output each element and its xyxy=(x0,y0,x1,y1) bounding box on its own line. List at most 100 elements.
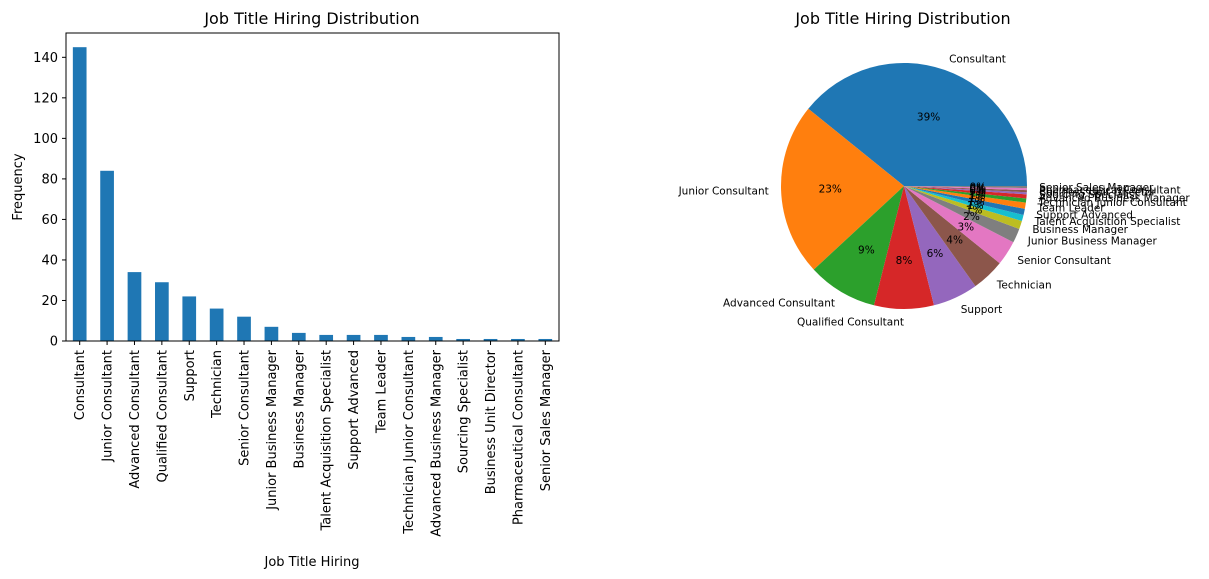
bar-chart-title: Job Title Hiring Distribution xyxy=(203,9,419,28)
pie-percent-label: 1% xyxy=(969,190,986,202)
y-tick-label: 60 xyxy=(41,213,58,228)
bar-consultant xyxy=(72,47,87,342)
bar-support xyxy=(182,296,197,341)
bar-advanced-consultant xyxy=(127,272,142,341)
y-tick-label: 140 xyxy=(33,51,58,66)
pie-percent-label: 1% xyxy=(969,187,986,199)
x-tick-label: Team Leader xyxy=(374,349,389,434)
y-tick-label: 80 xyxy=(41,172,58,187)
x-tick-label: Junior Consultant xyxy=(101,350,116,463)
bar-qualified-consultant xyxy=(155,282,169,341)
pie-slice-technician xyxy=(904,186,1000,287)
pie-label-consultant: Consultant xyxy=(949,53,1006,65)
pie-slice-sourcing-specialist xyxy=(904,186,1027,195)
pie-slice-team-leader xyxy=(904,186,1026,209)
bar-senior-sales-manager xyxy=(538,338,553,341)
pie-percent-label: 0% xyxy=(969,183,986,195)
pie-slice-business-manager xyxy=(904,186,1022,229)
pie-label-technician-junior-consultant: Technician Junior Consultant xyxy=(1037,197,1186,209)
bar-junior-business-manager xyxy=(264,326,279,341)
x-tick-label: Junior Business Manager xyxy=(265,349,280,510)
y-tick-label: 40 xyxy=(41,253,58,268)
pie-label-technician: Technician xyxy=(996,279,1052,291)
pie-percent-label: 9% xyxy=(858,244,875,256)
pie-slice-support xyxy=(904,186,976,306)
pie-slice-talent-acquisition-specialist xyxy=(904,186,1024,222)
x-tick-label: Pharmaceutical Consultant xyxy=(511,350,526,525)
bar-support-advanced xyxy=(346,334,361,341)
pie-slice-junior-consultant xyxy=(781,108,904,270)
y-tick-label: 120 xyxy=(33,91,58,106)
pie-slice-business-unit-director xyxy=(904,186,1027,193)
x-tick-label: Business Manager xyxy=(292,349,307,468)
pie-label-business-unit-director: Business Unit Director xyxy=(1039,187,1156,199)
pie-percent-label: 6% xyxy=(927,248,944,260)
pie-label-talent-acquisition-specialist: Talent Acquisition Specialist xyxy=(1034,216,1181,228)
x-tick-label: Advanced Consultant xyxy=(128,350,143,489)
pie-slice-junior-business-manager xyxy=(904,186,1020,243)
pie-slice-senior-sales-manager xyxy=(904,186,1027,189)
pie-percent-label: 1% xyxy=(967,200,984,212)
pie-label-business-manager: Business Manager xyxy=(1032,224,1128,236)
pie-percent-label: 8% xyxy=(896,255,913,267)
x-tick-label: Advanced Business Manager xyxy=(429,349,444,536)
bar-chart-y-axis-label: Frequency xyxy=(11,153,26,220)
x-tick-label: Qualified Consultant xyxy=(155,350,170,483)
pie-label-junior-business-manager: Junior Business Manager xyxy=(1027,236,1158,248)
pie-label-sourcing-specialist: Sourcing Specialist xyxy=(1039,189,1139,201)
pie-slice-advanced-business-manager xyxy=(904,186,1027,199)
pie-percent-label: 0% xyxy=(969,184,986,196)
x-tick-label: Support xyxy=(183,350,198,401)
bar-technician xyxy=(209,308,224,341)
bar-pharmaceutical-consultant xyxy=(511,338,525,341)
bar-chart-frame xyxy=(65,32,560,342)
bar-sourcing-specialist xyxy=(456,338,470,341)
pie-percent-label: 1% xyxy=(969,193,986,205)
x-tick-label: Support Advanced xyxy=(347,350,362,470)
pie-label-advanced-business-manager: Advanced Business Manager xyxy=(1039,192,1191,204)
bar-business-unit-director xyxy=(483,338,498,341)
pie-label-junior-consultant: Junior Consultant xyxy=(678,186,769,198)
pie-percent-label: 39% xyxy=(917,111,940,123)
pie-slice-qualified-consultant xyxy=(874,186,934,309)
pie-label-senior-consultant: Senior Consultant xyxy=(1017,255,1111,267)
pie-chart: Job Title Hiring Distribution Consultant… xyxy=(678,9,1191,328)
pie-label-team-leader: Team Leader xyxy=(1037,203,1106,215)
pie-label-senior-sales-manager: Senior Sales Manager xyxy=(1039,182,1154,194)
pie-percent-label: 23% xyxy=(819,184,842,196)
pie-slice-advanced-consultant xyxy=(813,186,904,306)
bar-advanced-business-manager xyxy=(428,336,443,341)
x-tick-label: Sourcing Specialist xyxy=(457,350,472,473)
y-tick-label: 100 xyxy=(33,132,58,147)
pie-slice-pharmaceutical-consultant xyxy=(904,186,1027,191)
pie-percent-label: 0% xyxy=(969,182,986,194)
pie-label-support: Support xyxy=(961,304,1003,316)
x-tick-label: Senior Sales Manager xyxy=(539,349,554,491)
pie-percent-label: 2% xyxy=(963,211,980,223)
pie-chart-title: Job Title Hiring Distribution xyxy=(794,9,1010,28)
pie-percent-label: 1% xyxy=(968,197,985,209)
bar-senior-consultant xyxy=(237,316,251,341)
x-tick-label: Technician xyxy=(210,350,225,419)
bar-technician-junior-consultant xyxy=(401,336,416,341)
bar-junior-consultant xyxy=(100,170,114,341)
x-tick-label: Talent Acquisition Specialist xyxy=(320,350,335,532)
bar-chart: Job Title Hiring Distribution Job Title … xyxy=(11,9,560,570)
pie-slice-support-advanced xyxy=(904,186,1025,215)
pie-label-support-advanced: Support Advanced xyxy=(1036,210,1133,222)
pie-percent-label: 4% xyxy=(946,235,963,247)
x-tick-label: Senior Consultant xyxy=(238,350,253,466)
pie-percent-label: 0% xyxy=(969,185,986,197)
bar-chart-x-axis-label: Job Title Hiring xyxy=(264,555,360,570)
pie-percent-label: 1% xyxy=(966,204,983,216)
bar-talent-acquisition-specialist xyxy=(319,334,334,341)
bar-business-manager xyxy=(291,332,306,341)
x-tick-label: Technician Junior Consultant xyxy=(402,350,417,535)
pie-percent-label: 3% xyxy=(958,221,975,233)
pie-label-qualified-consultant: Qualified Consultant xyxy=(797,316,904,328)
pie-slice-senior-consultant xyxy=(904,186,1014,264)
bar-team-leader xyxy=(374,334,388,341)
pie-label-pharmaceutical-consultant: Pharmaceutical Consultant xyxy=(1039,184,1180,196)
x-tick-label: Business Unit Director xyxy=(484,349,499,494)
